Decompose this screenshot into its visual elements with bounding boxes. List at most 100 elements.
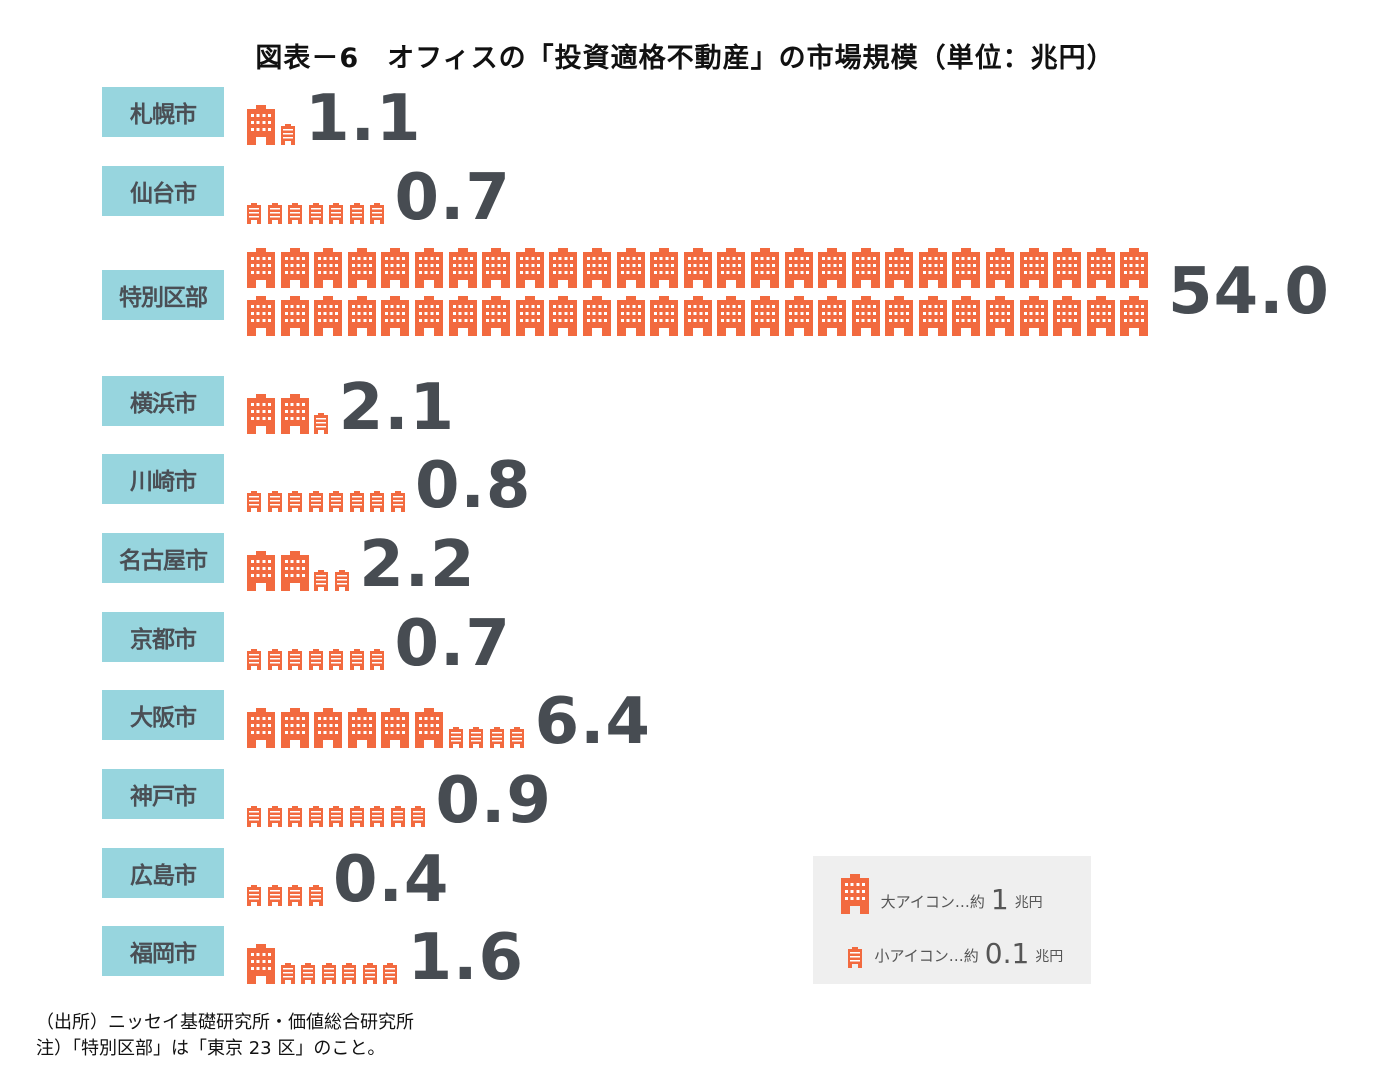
small-building-icon (349, 203, 364, 224)
large-building-icon (448, 296, 477, 336)
icon-group: 54.0 (247, 248, 1330, 336)
value-label: 2.2 (359, 528, 476, 602)
small-building-icon (267, 203, 282, 224)
large-building-icon (616, 248, 645, 288)
city-label: 名古屋市 (102, 533, 224, 583)
small-building-icon (489, 727, 504, 748)
small-building-icon (301, 963, 316, 984)
large-building-icon (482, 296, 511, 336)
large-building-icon (247, 551, 275, 591)
city-label: 横浜市 (102, 376, 224, 426)
small-building-icon (288, 203, 302, 224)
large-building-icon (314, 248, 343, 288)
large-building-icon (247, 105, 275, 145)
value-label: 1.6 (407, 921, 524, 995)
small-building-icon (329, 491, 343, 512)
city-label: 京都市 (102, 612, 224, 662)
small-building-icon (370, 649, 384, 670)
large-building-icon (616, 296, 645, 336)
small-building-icon (448, 727, 463, 748)
small-building-icon (308, 203, 323, 224)
city-label: 仙台市 (102, 166, 224, 216)
small-building-icon (247, 885, 261, 906)
small-building-icon (280, 963, 295, 984)
large-building-icon (582, 248, 611, 288)
large-building-icon (247, 394, 275, 434)
legend-small: 小アイコン…約 0.1 兆円 (848, 940, 1063, 968)
legend-small-label: 小アイコン…約 (874, 947, 979, 965)
legend-small-unit: 兆円 (1035, 949, 1064, 965)
icon-group: 0.9 (247, 769, 552, 833)
large-building-icon (549, 296, 578, 336)
small-building-icon (314, 413, 329, 434)
large-building-icon (750, 248, 779, 288)
legend-small-value: 0.1 (984, 937, 1030, 970)
value-label: 1.1 (305, 82, 422, 156)
large-building-icon (885, 248, 914, 288)
value-label: 6.4 (534, 685, 651, 759)
small-building-icon (370, 491, 384, 512)
large-building-icon (1019, 248, 1048, 288)
small-building-icon (390, 491, 405, 512)
small-building-icon (288, 491, 302, 512)
legend-large-value: 1 (990, 883, 1009, 916)
icon-group: 6.4 (247, 690, 651, 754)
small-building-icon (510, 727, 525, 748)
small-building-icon (321, 963, 336, 984)
legend-large-label: 大アイコン…約 (880, 893, 985, 911)
city-label: 特別区部 (102, 270, 224, 320)
large-building-icon (381, 708, 410, 748)
city-label: 広島市 (102, 848, 224, 898)
icon-group: 2.2 (247, 533, 476, 597)
value-label: 0.8 (415, 449, 532, 523)
large-building-icon (515, 248, 544, 288)
small-building-icon (349, 649, 364, 670)
small-building-icon (469, 727, 484, 748)
large-building-icon (784, 248, 813, 288)
large-building-icon (986, 296, 1015, 336)
large-building-icon (952, 248, 981, 288)
large-building-icon (952, 296, 981, 336)
large-building-icon (381, 296, 410, 336)
small-building-icon (247, 806, 261, 827)
value-label: 0.4 (333, 843, 450, 917)
small-building-icon (848, 947, 862, 968)
large-building-icon (818, 296, 847, 336)
small-building-icon (267, 649, 282, 670)
icon-group: 0.7 (247, 612, 511, 676)
small-building-icon (308, 491, 323, 512)
large-building-icon (851, 296, 880, 336)
small-building-icon (370, 806, 384, 827)
small-building-icon (267, 885, 282, 906)
large-building-icon (1053, 296, 1082, 336)
small-building-icon (334, 570, 349, 591)
large-building-icon (280, 708, 309, 748)
large-building-icon (549, 248, 578, 288)
footnote: 注）「特別区部」は「東京 23 区」のこと。 (36, 1038, 386, 1059)
small-building-icon (342, 963, 357, 984)
large-building-icon (247, 708, 275, 748)
small-building-icon (390, 806, 405, 827)
small-building-icon (329, 203, 343, 224)
large-building-icon (1120, 296, 1149, 336)
small-building-icon (329, 806, 343, 827)
value-label: 0.7 (394, 161, 511, 235)
large-building-icon (918, 296, 947, 336)
city-label: 神戸市 (102, 769, 224, 819)
large-building-icon (918, 248, 947, 288)
large-building-icon (314, 708, 343, 748)
large-building-icon (448, 248, 477, 288)
small-building-icon (267, 806, 282, 827)
footnotes: （出所）ニッセイ基礎研究所・価値総合研究所 注）「特別区部」は「東京 23 区」… (36, 1010, 414, 1062)
large-building-icon (784, 296, 813, 336)
large-building-icon (841, 874, 869, 914)
icon-group: 2.1 (247, 376, 455, 440)
small-building-icon (308, 649, 323, 670)
large-building-icon (247, 296, 275, 336)
small-building-icon (370, 203, 384, 224)
legend: 大アイコン…約 1 兆円 小アイコン…約 0.1 兆円 (813, 856, 1091, 984)
small-building-icon (383, 963, 398, 984)
large-building-icon (851, 248, 880, 288)
large-building-icon (1019, 296, 1048, 336)
large-building-icon (986, 248, 1015, 288)
